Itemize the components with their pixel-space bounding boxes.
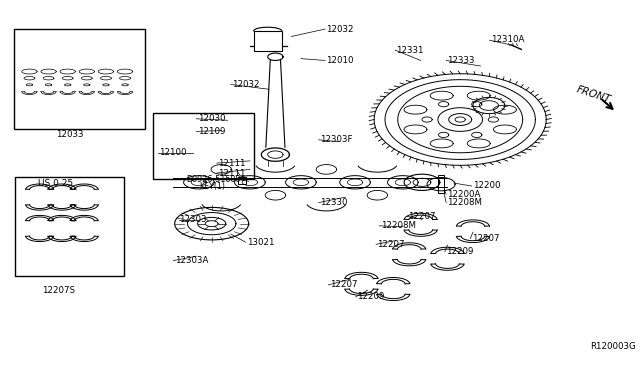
Bar (239, 177, 246, 184)
Text: 12208M: 12208M (381, 221, 415, 230)
Text: FRONT: FRONT (575, 84, 612, 105)
Text: R120003G: R120003G (589, 342, 636, 351)
Text: 12209: 12209 (446, 247, 474, 256)
Text: 12207: 12207 (472, 234, 499, 243)
Text: 12331: 12331 (396, 46, 424, 55)
Text: 12109: 12109 (198, 127, 225, 136)
Text: 12100: 12100 (159, 148, 187, 157)
Text: 12310A: 12310A (491, 35, 524, 44)
Text: 12207: 12207 (330, 280, 357, 289)
Text: 12033: 12033 (56, 130, 84, 139)
Text: 12333: 12333 (447, 56, 475, 65)
Text: 12207: 12207 (378, 240, 405, 249)
Text: 12111: 12111 (218, 169, 246, 177)
Text: 12207: 12207 (408, 212, 435, 221)
Text: 12207S: 12207S (42, 286, 76, 295)
Bar (153, 113, 253, 179)
Text: US 0.25: US 0.25 (38, 179, 74, 187)
Text: 12208M: 12208M (447, 198, 483, 207)
Text: KEY(1): KEY(1) (199, 182, 225, 191)
Bar (14, 29, 145, 129)
FancyBboxPatch shape (253, 31, 282, 51)
Text: 12032: 12032 (326, 25, 354, 33)
Text: 12303A: 12303A (175, 256, 208, 265)
Text: 13021: 13021 (246, 238, 274, 247)
Text: 12200A: 12200A (447, 190, 481, 199)
Text: D0926-51600: D0926-51600 (186, 175, 241, 184)
Bar (15, 177, 124, 276)
Bar (438, 175, 444, 193)
Text: 12330: 12330 (320, 198, 348, 207)
Text: 12030: 12030 (198, 114, 225, 123)
Text: 12303: 12303 (179, 215, 206, 224)
Text: 12032: 12032 (232, 80, 260, 89)
Text: 12209: 12209 (357, 292, 385, 301)
Text: 12200: 12200 (473, 182, 500, 190)
Text: 12010: 12010 (326, 56, 354, 65)
Text: 12111: 12111 (218, 158, 246, 168)
Text: 12303F: 12303F (320, 135, 353, 144)
